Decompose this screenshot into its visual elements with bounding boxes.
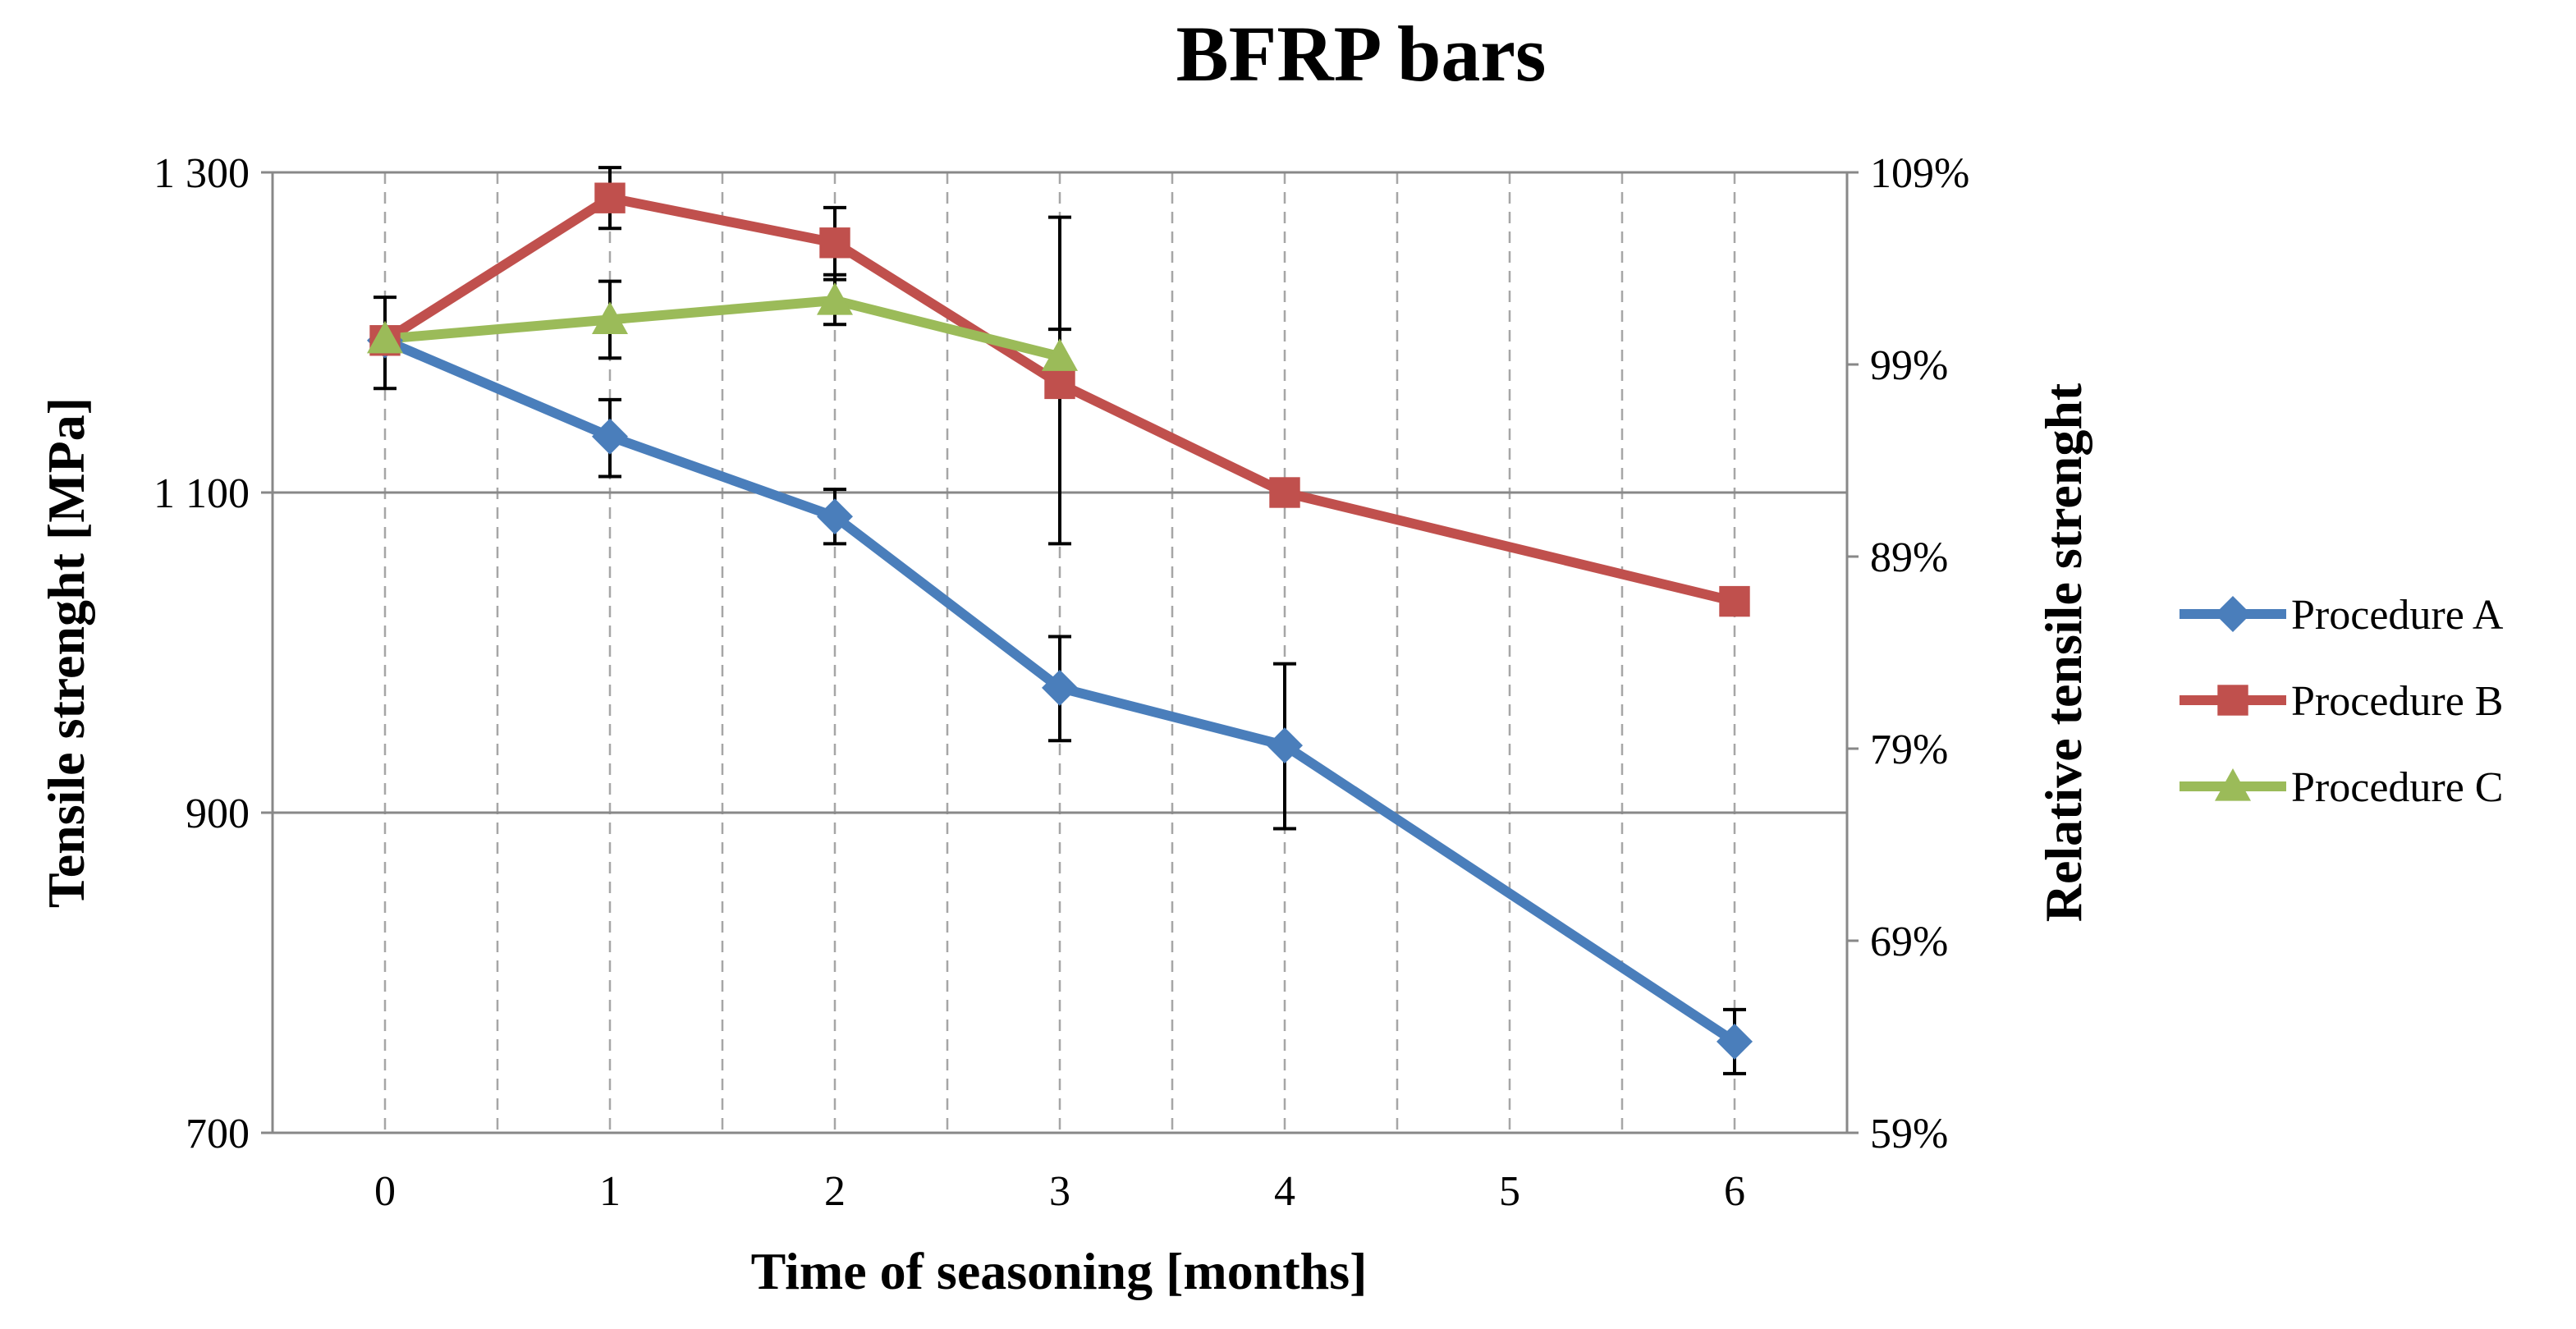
series-line (380, 335, 1739, 1047)
diamond-marker (1717, 1023, 1753, 1060)
x-tick-label: 4 (1274, 1168, 1295, 1215)
y2-tick-label: 79% (1870, 726, 1948, 773)
series-lines (380, 193, 1739, 1047)
diamond-marker (2215, 596, 2251, 632)
y2-tick-label: 69% (1870, 919, 1948, 965)
diamond-marker (592, 418, 628, 455)
x-tick-labels: 0 1 2 3 4 5 6 (374, 1168, 1745, 1215)
x-axis-title: Time of seasoning [months] (751, 1242, 1368, 1300)
series-markers (367, 182, 1753, 1060)
square-marker (594, 182, 626, 213)
x-tick-label: 6 (1724, 1168, 1745, 1215)
triangle-marker (817, 282, 853, 315)
triangle-marker (2215, 768, 2251, 801)
diamond-marker (1042, 669, 1078, 706)
y2-tick-label: 99% (1870, 342, 1948, 389)
square-marker (1719, 585, 1750, 617)
y-tick-label: 1 100 (154, 470, 250, 517)
square-marker (819, 227, 850, 259)
y2-axis-title: Relative tensile strenght (2034, 383, 2092, 922)
y2-tick-label: 89% (1870, 534, 1948, 581)
series-line (380, 193, 1739, 607)
square-marker (1269, 477, 1300, 508)
triangle-marker (367, 320, 403, 354)
x-tick-label: 3 (1049, 1168, 1070, 1215)
square-marker (1044, 368, 1075, 400)
y-tick-labels: 700 900 1 100 1 300 (154, 150, 250, 1157)
legend-label: Procedure C (2291, 764, 2503, 811)
y-axis-title: Tensile strenght [MPa] (37, 397, 95, 908)
square-marker (2217, 685, 2248, 716)
x-tick-label: 1 (599, 1168, 621, 1215)
y-tick-label: 1 300 (154, 150, 250, 197)
triangle-marker (592, 301, 628, 334)
x-tick-label: 0 (374, 1168, 396, 1215)
y-tick-label: 700 (186, 1111, 250, 1157)
y-tick-label: 900 (186, 791, 250, 837)
triangle-marker (1042, 338, 1078, 371)
x-tick-label: 2 (824, 1168, 846, 1215)
y2-tick-labels: 59% 69% 79% 89% 99% 109% (1847, 150, 1969, 1157)
legend-label: Procedure A (2291, 592, 2504, 639)
series-line (380, 296, 1065, 362)
x-tick-label: 5 (1499, 1168, 1520, 1215)
diamond-marker (1267, 727, 1303, 764)
y2-tick-label: 109% (1870, 150, 1969, 197)
diamond-marker (817, 498, 853, 535)
legend-label: Procedure B (2291, 678, 2503, 725)
legend: Procedure A Procedure B Procedure C (2180, 592, 2504, 811)
chart-title: BFRP bars (1176, 10, 1547, 98)
y2-tick-label: 59% (1870, 1111, 1948, 1157)
